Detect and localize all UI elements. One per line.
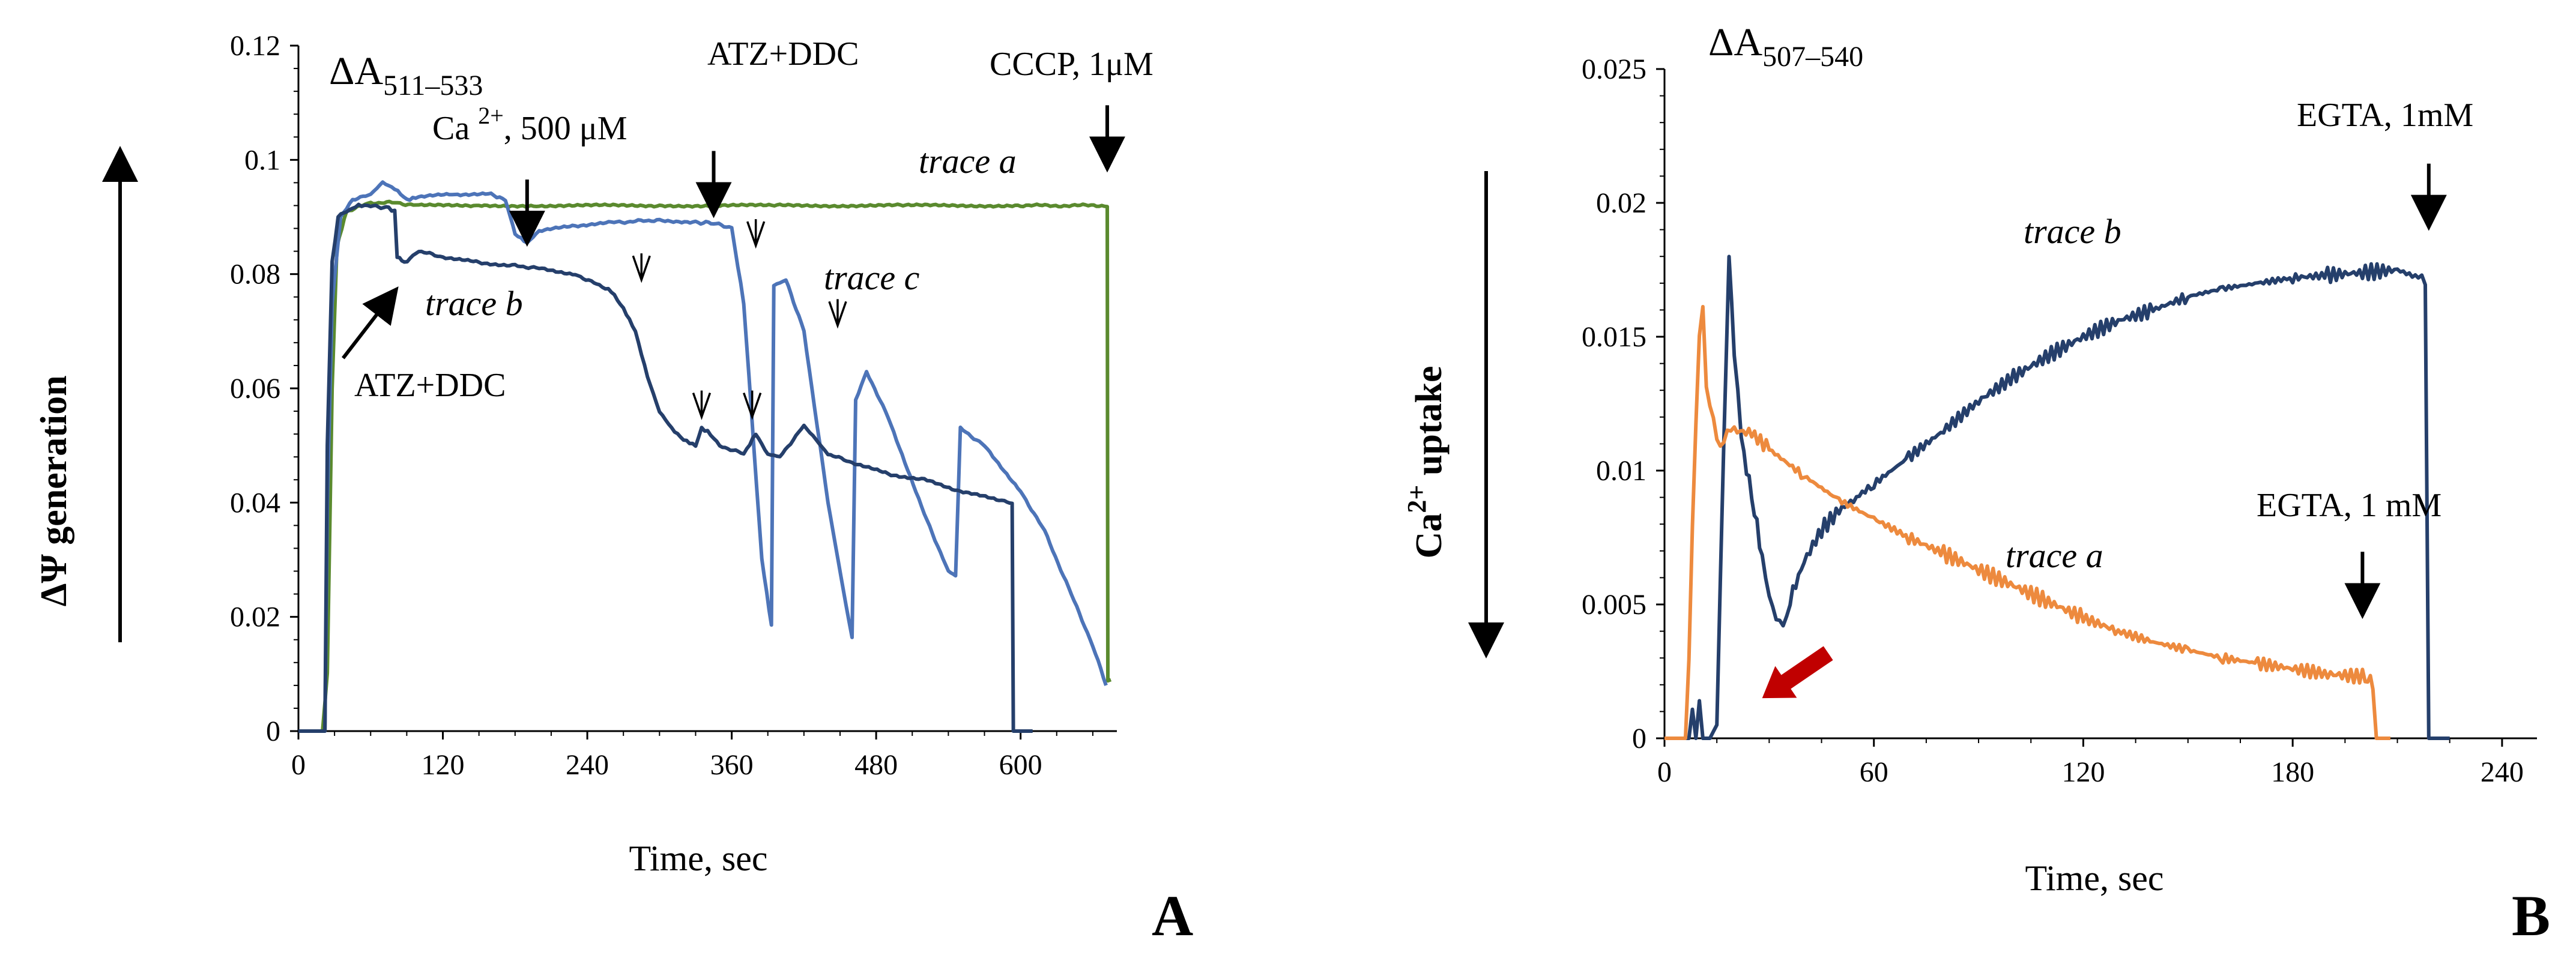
- x-tick-label-a: 360: [710, 749, 754, 781]
- y-tick-label-b: 0: [1632, 723, 1646, 755]
- chart-title-b: ΔA507–540: [1708, 20, 1863, 73]
- series-line-trace-b-b: [1664, 255, 2450, 740]
- series-group-a: [298, 180, 1112, 733]
- annotation-mini-arrow-a-8: [743, 390, 762, 420]
- series-line-trace-a-a: [298, 199, 1112, 733]
- y-axis-label-b: Ca2+ uptake: [1402, 366, 1450, 559]
- x-tick-label-a: 600: [999, 749, 1042, 781]
- trace-label-b-b: trace b: [2024, 212, 2121, 251]
- annotation-mini-arrow-a-4: [632, 253, 651, 283]
- x-tick-label-b: 120: [2061, 756, 2105, 788]
- panel-letter-a: A: [1152, 884, 1193, 948]
- chart-title-a: ΔA511–533: [329, 49, 483, 101]
- x-tick-label-b: 60: [1860, 756, 1888, 788]
- y-tick-label-a: 0.12: [230, 30, 280, 62]
- x-axis-label-a: Time, sec: [629, 839, 767, 878]
- y-tick-label-b: 0.015: [1582, 321, 1646, 353]
- red-arrow-icon: [1762, 646, 1833, 699]
- series-line-trace-b-a: [298, 202, 1033, 733]
- x-tick-label-a: 240: [566, 749, 609, 781]
- annotation-mini-arrow-a-5: [746, 219, 766, 249]
- x-axis-label-b: Time, sec: [2025, 858, 2163, 898]
- annotation-cccp-label: CCCP, 1μM: [990, 46, 1153, 83]
- y-tick-label-b: 0.02: [1596, 187, 1646, 219]
- x-tick-label-b: 240: [2481, 756, 2524, 788]
- annotations-a: [341, 105, 1125, 420]
- y-tick-label-a: 0.08: [230, 259, 280, 291]
- annotation-arrow-a-3: [341, 286, 399, 360]
- panel-letter-b: B: [2512, 884, 2550, 948]
- series-line-trace-c-a: [298, 180, 1108, 733]
- trace-label-a-b: trace a: [2006, 536, 2103, 575]
- y-tick-label-a: 0: [266, 715, 280, 747]
- x-tick-label-a: 480: [854, 749, 898, 781]
- y-tick-label-b: 0.005: [1582, 589, 1646, 621]
- series-line-trace-a-b: [1664, 305, 2390, 740]
- y-tick-label-a: 0.06: [230, 373, 280, 405]
- y-axis-label-a: ΔΨ generation: [34, 375, 74, 606]
- x-tick-label-b: 180: [2271, 756, 2314, 788]
- y-tick-label-a: 0.1: [244, 144, 280, 176]
- chart-panel-a: 0 120 240 360 480 600 0 0.02 0.04 0.06 0.08 0.1 0.12…: [34, 30, 1193, 948]
- annotation-egta-bottom-label: EGTA, 1 mM: [2257, 487, 2441, 524]
- axes-b: 0 60 120 180 240 0 0.005 0.01 0.015 0.02 0.025: [1582, 53, 2537, 788]
- annotation-atz-bottom-label: ATZ+DDC: [354, 367, 506, 404]
- annotation-egta-top-label: EGTA, 1mM: [2297, 97, 2473, 134]
- trace-label-b-a: trace b: [425, 284, 523, 323]
- series-group-b: [1664, 255, 2450, 740]
- annotation-mini-arrow-a-6: [828, 299, 847, 329]
- axes-a: 0 120 240 360 480 600 0 0.02 0.04 0.06 0.08 0.1 0.12: [230, 30, 1117, 781]
- trace-label-a-a: trace a: [919, 142, 1017, 181]
- annotation-ca-label: Ca 2+, 500 μM: [432, 102, 627, 147]
- y-tick-label-a: 0.04: [230, 487, 280, 519]
- y-tick-label-b: 0.01: [1596, 455, 1646, 487]
- y-tick-label-b: 0.025: [1582, 53, 1646, 85]
- x-tick-label-a: 120: [422, 749, 465, 781]
- annotations-b: [1762, 163, 2447, 699]
- x-tick-label-b: 0: [1657, 756, 1672, 788]
- annotation-mini-arrow-a-7: [692, 390, 712, 420]
- x-tick-label-a: 0: [291, 749, 306, 781]
- chart-panel-b: 0 60 120 180 240 0 0.005 0.01 0.015 0.02 0.025 ΔA5…: [1402, 20, 2550, 948]
- y-tick-label-a: 0.02: [230, 601, 280, 633]
- trace-label-c-a: trace c: [824, 258, 920, 297]
- annotation-atz-top-label: ATZ+DDC: [707, 35, 859, 73]
